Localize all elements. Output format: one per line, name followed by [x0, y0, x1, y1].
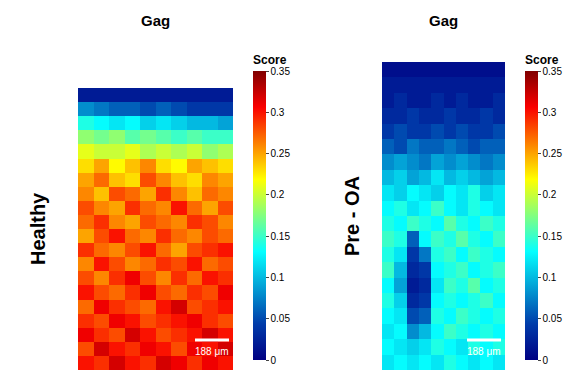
- svg-text:Pre - OA: Pre - OA: [341, 176, 363, 256]
- svg-text:0.35: 0.35: [271, 66, 291, 77]
- svg-text:0.15: 0.15: [271, 231, 291, 242]
- svg-text:0.05: 0.05: [543, 313, 563, 324]
- svg-text:0.1: 0.1: [271, 272, 285, 283]
- svg-text:0.25: 0.25: [271, 148, 291, 159]
- svg-text:0: 0: [543, 355, 549, 366]
- svg-text:0.2: 0.2: [543, 189, 557, 200]
- svg-text:188 μm: 188 μm: [195, 346, 229, 357]
- svg-text:0.25: 0.25: [543, 148, 563, 159]
- svg-text:Score: Score: [525, 53, 559, 67]
- svg-text:Gag: Gag: [141, 12, 170, 29]
- svg-text:0: 0: [271, 355, 277, 366]
- svg-text:0.1: 0.1: [543, 272, 557, 283]
- svg-text:Gag: Gag: [429, 12, 458, 29]
- svg-text:188 μm: 188 μm: [467, 346, 501, 357]
- svg-text:Healthy: Healthy: [27, 192, 49, 265]
- svg-text:0.15: 0.15: [543, 231, 563, 242]
- svg-text:0.05: 0.05: [271, 313, 291, 324]
- svg-text:0.35: 0.35: [543, 66, 563, 77]
- svg-text:0.2: 0.2: [271, 189, 285, 200]
- svg-text:0.3: 0.3: [271, 107, 285, 118]
- svg-text:Score: Score: [253, 53, 287, 67]
- svg-text:0.3: 0.3: [543, 107, 557, 118]
